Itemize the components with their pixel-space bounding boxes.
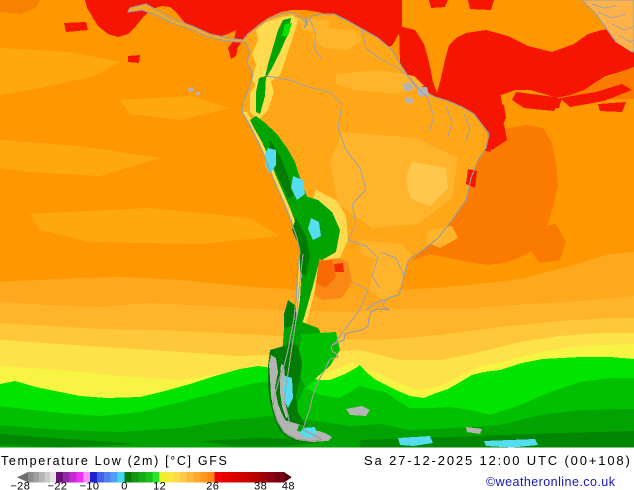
svg-text:48: 48 bbox=[282, 481, 295, 490]
svg-text:38: 38 bbox=[254, 481, 267, 490]
svg-text:Temperature Low (2m) [°C] GFS: Temperature Low (2m) [°C] GFS bbox=[1, 454, 229, 468]
svg-text:−22: −22 bbox=[48, 481, 68, 490]
svg-text:26: 26 bbox=[206, 481, 219, 490]
svg-text:0: 0 bbox=[121, 481, 128, 490]
svg-text:©weatheronline.co.uk: ©weatheronline.co.uk bbox=[486, 475, 616, 489]
svg-text:−10: −10 bbox=[80, 481, 100, 490]
svg-text:12: 12 bbox=[153, 481, 166, 490]
svg-text:Sa 27-12-2025 12:00 UTC (00+10: Sa 27-12-2025 12:00 UTC (00+108) bbox=[364, 453, 632, 468]
svg-text:−28: −28 bbox=[10, 481, 30, 490]
